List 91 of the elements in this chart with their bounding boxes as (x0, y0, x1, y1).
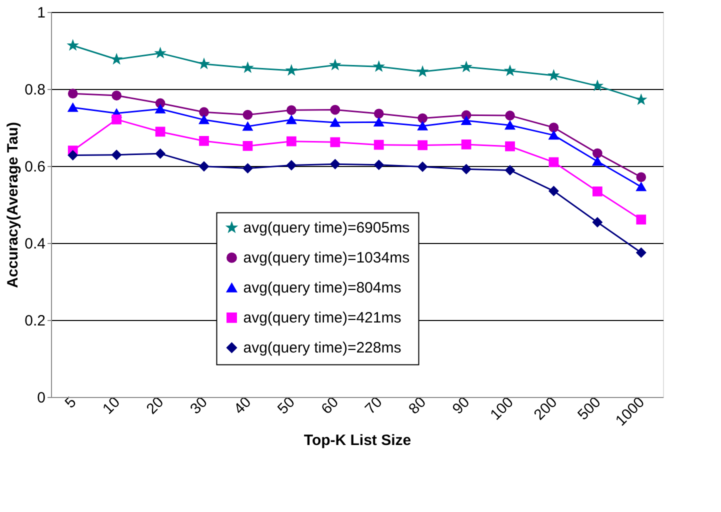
point (242, 122, 253, 131)
x-tick-label: 500 (574, 394, 604, 424)
point (418, 140, 428, 150)
legend-label: avg(query time)=6905ms (243, 220, 410, 237)
point (461, 116, 472, 125)
point (636, 182, 646, 192)
legend-label: avg(query time)=228ms (243, 340, 402, 357)
point (374, 118, 384, 126)
point (505, 66, 515, 76)
point (242, 163, 253, 174)
legend-label: avg(query time)=1034ms (243, 250, 410, 267)
point (548, 122, 559, 132)
point (242, 62, 252, 72)
point (286, 136, 296, 146)
point (286, 66, 296, 75)
point (592, 186, 602, 196)
point (461, 164, 472, 174)
point (330, 159, 340, 170)
point (636, 214, 646, 224)
point (505, 120, 515, 130)
point (505, 110, 515, 120)
y-tick-label: 0.6 (24, 158, 46, 176)
point (418, 122, 428, 130)
point (330, 60, 340, 70)
point (286, 160, 296, 170)
point (112, 54, 122, 64)
point (374, 62, 384, 71)
point (592, 80, 602, 90)
x-tick-label: 80 (406, 394, 430, 418)
point (155, 126, 166, 137)
point (505, 141, 515, 152)
point (286, 105, 296, 116)
point (418, 162, 428, 172)
point (330, 104, 340, 115)
point (374, 160, 384, 170)
point (286, 115, 296, 124)
x-tick-label: 10 (100, 394, 124, 418)
y-tick-label: 0.2 (24, 312, 46, 330)
x-tick-label: 50 (274, 394, 298, 418)
point (548, 157, 559, 168)
point (68, 88, 78, 99)
point (330, 137, 340, 148)
point (548, 186, 559, 196)
point (242, 141, 253, 151)
point (242, 110, 253, 120)
point (199, 107, 209, 118)
point (636, 172, 646, 182)
point (374, 140, 384, 150)
point (330, 118, 340, 127)
point (636, 248, 646, 258)
point (68, 150, 78, 160)
point (374, 108, 384, 119)
point (68, 103, 78, 112)
x-tick-label: 200 (530, 394, 561, 424)
x-tick-label: 20 (143, 394, 168, 418)
y-tick-label: 1 (37, 4, 46, 22)
point (592, 148, 602, 158)
point (199, 59, 209, 68)
x-axis-title: Top-K List Size (304, 432, 412, 449)
point (636, 94, 646, 104)
x-tick-label: 90 (449, 394, 474, 418)
legend-label: avg(query time)=804ms (243, 280, 402, 297)
x-tick-label: 60 (318, 394, 342, 418)
x-tick-label: 70 (362, 394, 386, 418)
x-tick-label: 30 (187, 394, 211, 418)
point (418, 66, 428, 76)
point (155, 148, 166, 159)
point (462, 62, 472, 72)
point (199, 136, 209, 146)
point (548, 130, 559, 140)
point (461, 140, 472, 150)
y-axis-title: Accuracy(Average Tau) (4, 122, 22, 288)
point (548, 70, 558, 80)
x-tick-label: 100 (487, 394, 517, 424)
point (112, 114, 122, 124)
point (199, 115, 209, 124)
y-tick-label: 0.4 (24, 236, 46, 252)
point (68, 40, 78, 50)
legend-label: avg(query time)=421ms (243, 310, 402, 327)
point (418, 113, 428, 124)
point (592, 217, 602, 228)
point (199, 161, 209, 172)
y-tick-label: 0.8 (24, 82, 46, 98)
point (505, 165, 515, 176)
point (112, 90, 122, 100)
point (155, 104, 166, 114)
x-tick-label: 40 (230, 394, 255, 418)
point (592, 157, 602, 166)
point (156, 48, 166, 58)
point (112, 150, 122, 160)
y-tick-label: 0 (37, 390, 46, 406)
